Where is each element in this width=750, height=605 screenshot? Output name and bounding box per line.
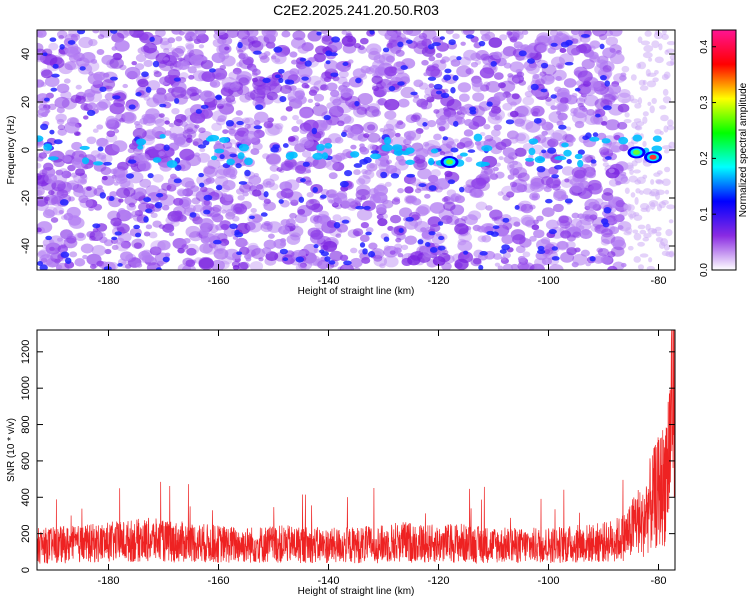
y-axis-label: SNR (10 * v/v) — [6, 418, 17, 482]
snr-series-line — [37, 330, 675, 565]
y-tick-label: 200 — [20, 524, 32, 542]
x-axis-label: Height of straight line (km) — [298, 586, 415, 597]
colorbar-tick-label: 0.3 — [699, 95, 710, 109]
x-tick-label: -180 — [97, 275, 119, 287]
plot-frame — [36, 329, 676, 571]
chart-title: C2E2.2025.241.20.50.R03 — [273, 2, 439, 18]
y-tick-label: 400 — [20, 488, 32, 506]
y-tick-label: 20 — [20, 96, 32, 108]
colorbar-tick-label: 0.4 — [699, 39, 710, 53]
colorbar-tick-label: 0.0 — [699, 263, 710, 277]
spectrogram-texture — [37, 30, 675, 270]
colorbar-tick-label: 0.2 — [699, 151, 710, 165]
colorbar-tick-label: 0.1 — [699, 207, 710, 221]
y-tick-label: 1200 — [20, 340, 32, 364]
x-tick-label: -120 — [427, 575, 449, 587]
y-tick-label: 40 — [20, 48, 32, 60]
y-tick-label: 1000 — [20, 376, 32, 400]
y-tick-label: 0 — [20, 567, 32, 573]
x-tick-label: -160 — [207, 575, 229, 587]
snr-panel: -180 -160 -140 -120 -100 -80 0 200 400 600 800 1000… — [6, 329, 676, 597]
spectrogram-panel: -180 -160 -140 -120 -100 -80 -40 -20 0 20 40 Height… — [6, 29, 676, 297]
x-tick-label: -80 — [651, 575, 667, 587]
x-tick-label: -140 — [317, 575, 339, 587]
x-tick-label: -100 — [537, 275, 559, 287]
y-tick-label: -40 — [20, 238, 32, 254]
x-tick-label: -80 — [651, 275, 667, 287]
y-tick-label: 600 — [20, 452, 32, 470]
hotspot-core — [446, 159, 453, 165]
x-tick-label: -120 — [427, 275, 449, 287]
x-tick-label: -140 — [317, 275, 339, 287]
hotspot-core — [633, 149, 640, 155]
colorbar-label: Normalized spectral amplitude — [738, 82, 749, 217]
hotspot-core — [649, 154, 657, 160]
y-tick-label: 800 — [20, 415, 32, 433]
y-tick-label: -20 — [20, 190, 32, 206]
x-tick-label: -100 — [537, 575, 559, 587]
y-axis-label: Frequency (Hz) — [6, 116, 17, 185]
x-tick-label: -180 — [97, 575, 119, 587]
colorbar-gradient — [711, 29, 737, 271]
colorbar: 0.0 0.1 0.2 0.3 0.4 Normalized spectral ampli… — [699, 29, 749, 277]
y-tick-label: 0 — [20, 147, 32, 153]
x-axis-label: Height of straight line (km) — [298, 286, 415, 297]
x-tick-label: -160 — [207, 275, 229, 287]
